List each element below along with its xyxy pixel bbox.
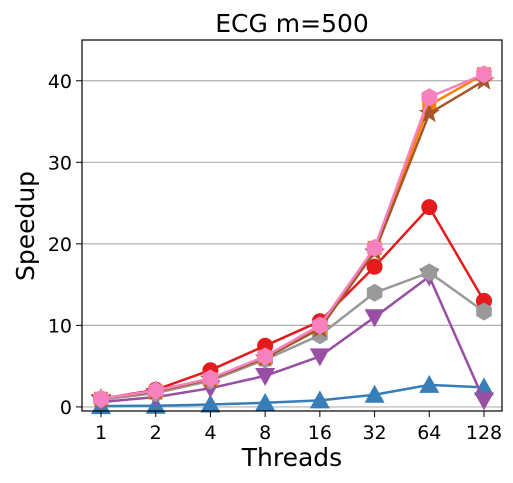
series-2-point-32 [364,384,385,403]
series-7-point-16 [312,316,328,335]
x-axis-label: Threads [241,443,342,472]
grid-lines [82,80,502,408]
series-7-point-1 [93,389,109,408]
series-7-point-8 [257,347,273,366]
series-2-point-4 [200,394,221,413]
series-1-point-32 [366,258,383,275]
axes: 0 10 20 30 40 1 2 4 8 16 32 64 128 [48,39,503,444]
series-2-point-8 [255,392,276,411]
series-group [90,65,495,415]
series-6-point-64 [418,102,440,123]
x-tick-label-4: 4 [204,422,216,444]
series-2-line [100,383,485,408]
series-4-point-32 [366,283,383,302]
series-1 [93,199,492,407]
series-6-line [100,79,485,401]
series-3-point-16 [309,348,330,367]
series-7-point-128 [476,65,492,84]
series-3-line [100,275,486,404]
x-tick-label-2: 2 [150,422,162,444]
x-tick-label-16: 16 [308,422,332,444]
plot-frame [81,39,503,412]
series-7-point-4 [202,369,219,388]
series-4-point-64 [421,263,438,282]
series-2-point-16 [309,390,330,409]
y-axis-label: Speedup [11,171,40,281]
x-tick-label-64: 64 [417,422,441,444]
x-tick-label-32: 32 [362,422,386,444]
x-tick-label-1: 1 [95,422,107,444]
series-7-point-32 [366,238,383,257]
x-tick-label-128: 128 [466,422,502,444]
series-1-point-64 [421,199,438,216]
y-tick-label-0: 0 [60,397,72,419]
series-3-point-128 [474,392,494,411]
x-tick-label-8: 8 [259,422,271,444]
y-tick-label-40: 40 [48,71,72,93]
series-2-point-64 [419,374,440,393]
series-3-point-8 [255,367,276,386]
series-4-point-128 [476,302,492,321]
series-3-point-32 [364,309,385,328]
series-7-point-64 [421,88,438,107]
chart-title: ECG m=500 [215,9,369,38]
y-tick-label-20: 20 [48,234,72,256]
y-tick-label-30: 30 [48,152,72,174]
y-tick-label-10: 10 [48,315,72,337]
series-7-line [100,73,485,401]
series-1-line [100,205,486,401]
series-7 [93,65,492,408]
series-4-line [100,271,485,401]
series-6 [90,69,495,408]
series-2 [91,374,494,415]
series-7-point-2 [147,381,164,400]
